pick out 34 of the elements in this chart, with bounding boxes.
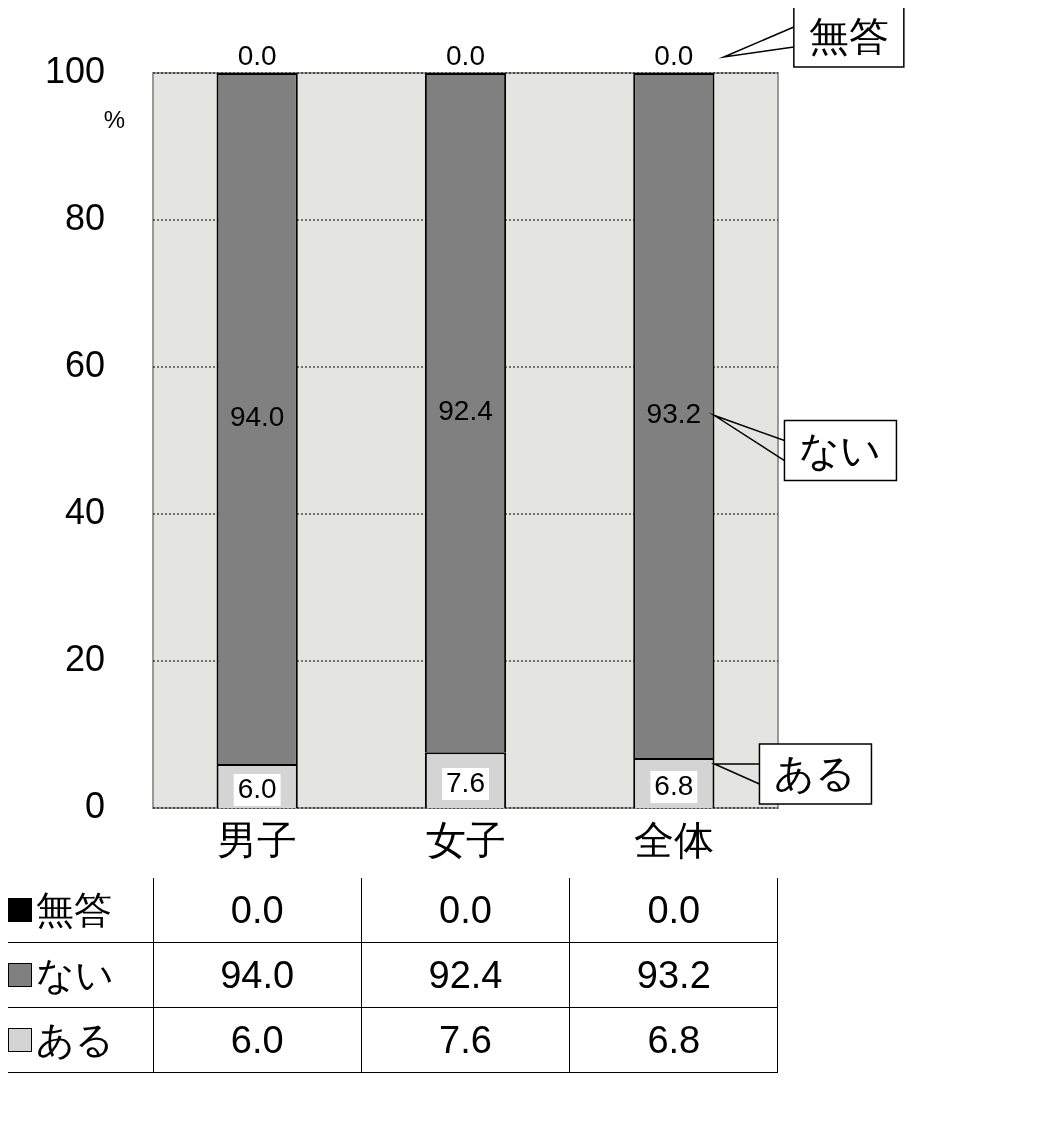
y-tick-label: 60 [64,343,105,385]
data-label: 7.6 [361,1007,570,1073]
y-tick-label: 40 [64,490,105,532]
y-tick-label: 0 [84,784,105,826]
text: 94.0 [229,401,285,433]
y-axis-title: % [103,105,125,133]
x-tick-label: 男子 [217,818,298,863]
text: 無答 [36,888,112,931]
legend-label: 無答 [808,14,889,59]
x-tick-label: 全体 [633,818,714,863]
data-label: 0.0 [361,878,570,943]
data-label: 0.0 [569,878,778,943]
y-tick-label: 80 [64,196,105,238]
data-label: 92.4 [361,942,570,1008]
y-tick-label: 20 [64,637,105,679]
text: 92.4 [438,395,493,427]
series-label: ある [774,751,857,796]
data-label: 6.8 [569,1007,778,1073]
text: 6.8 [654,769,694,801]
text: 0.0 [237,39,277,71]
x-tick-label: 女子 [425,818,506,863]
text: ない [799,427,882,472]
text: ある [36,1018,114,1061]
text: 0.0 [654,39,694,71]
data-label: 0.0 [153,878,362,943]
data-label: 94.0 [153,942,362,1008]
y-tick-label: 100 [44,49,105,91]
text: 93.2 [646,398,702,430]
text: 6.0 [237,772,277,804]
legend-label: ない [36,953,114,996]
data-label: 93.2 [569,942,778,1008]
text: 0.0 [446,39,485,71]
text: 7.6 [446,766,485,798]
data-label: 6.0 [153,1007,362,1073]
